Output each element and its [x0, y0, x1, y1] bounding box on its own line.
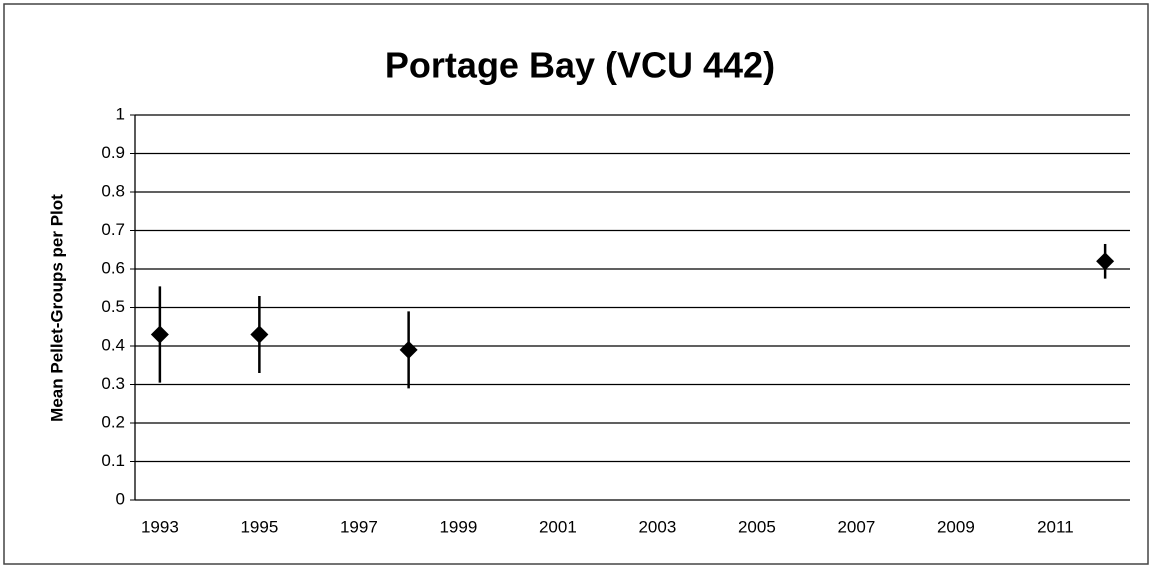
y-tick-label: 0.9: [101, 143, 125, 162]
y-tick-label: 0.3: [101, 374, 125, 393]
y-tick-label: 0.8: [101, 181, 125, 200]
point: [1096, 252, 1115, 271]
y-tick-label: 0.5: [101, 297, 125, 316]
y-axis-label: Mean Pellet-Groups per Plot: [47, 194, 66, 422]
y-tick-label: 0.4: [101, 335, 125, 354]
x-tick-label: 1993: [141, 517, 179, 536]
x-tick-label: 2005: [738, 517, 776, 536]
x-tick-label: 1995: [240, 517, 278, 536]
chart-title: Portage Bay (VCU 442): [385, 45, 775, 86]
x-tick-label: 2011: [1037, 517, 1074, 536]
chart-frame: [3, 3, 1149, 565]
x-tick-label: 1999: [439, 517, 477, 536]
x-tick-label: 1997: [340, 517, 378, 536]
point: [150, 325, 169, 344]
y-tick-label: 0.7: [101, 220, 125, 239]
y-tick-label: 0.2: [101, 412, 125, 431]
x-tick-label: 2003: [638, 517, 676, 536]
y-tick-label: 0: [116, 489, 125, 508]
y-tick-label: 0.6: [101, 258, 125, 277]
point: [250, 325, 269, 344]
y-tick-label: 1: [116, 104, 125, 123]
y-tick-label: 0.1: [101, 451, 125, 470]
x-tick-label: 2001: [539, 517, 577, 536]
x-tick-label: 2007: [837, 517, 875, 536]
x-tick-label: 2009: [937, 517, 975, 536]
point: [399, 340, 418, 359]
